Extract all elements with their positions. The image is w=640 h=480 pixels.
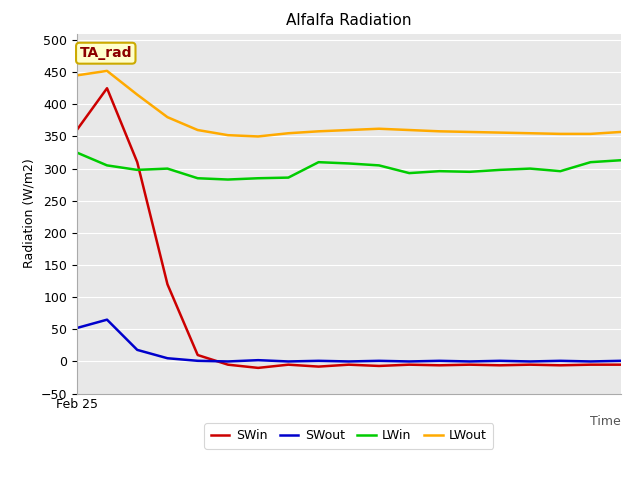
SWin	[557, 362, 564, 368]
SWin	[133, 159, 141, 165]
Line: SWout: SWout	[77, 320, 621, 361]
LWout	[194, 127, 202, 133]
Title: Alfalfa Radiation: Alfalfa Radiation	[286, 13, 412, 28]
SWout	[436, 358, 444, 364]
SWout	[587, 359, 595, 364]
LWin	[285, 175, 292, 180]
SWin	[194, 352, 202, 358]
LWout	[496, 130, 504, 135]
SWin	[526, 362, 534, 368]
LWout	[405, 127, 413, 133]
SWin	[375, 363, 383, 369]
LWin	[587, 159, 595, 165]
LWout	[285, 131, 292, 136]
SWout	[73, 325, 81, 331]
LWout	[587, 131, 595, 137]
LWout	[164, 114, 172, 120]
SWout	[617, 358, 625, 364]
SWin	[405, 362, 413, 368]
Line: LWout: LWout	[77, 71, 621, 136]
LWin	[133, 167, 141, 173]
LWin	[375, 163, 383, 168]
SWout	[345, 359, 353, 364]
LWin	[496, 167, 504, 173]
LWout	[375, 126, 383, 132]
LWout	[436, 129, 444, 134]
Line: SWin: SWin	[77, 88, 621, 368]
LWout	[557, 131, 564, 137]
SWout	[285, 359, 292, 364]
LWin	[103, 163, 111, 168]
SWout	[375, 358, 383, 364]
SWout	[557, 358, 564, 364]
SWin	[315, 364, 323, 370]
SWin	[496, 362, 504, 368]
LWout	[345, 127, 353, 133]
LWin	[617, 157, 625, 163]
SWout	[224, 359, 232, 364]
SWin	[617, 362, 625, 368]
LWin	[526, 166, 534, 171]
LWin	[557, 168, 564, 174]
SWout	[164, 355, 172, 361]
Text: TA_rad: TA_rad	[79, 46, 132, 60]
Y-axis label: Radiation (W/m2): Radiation (W/m2)	[22, 159, 35, 268]
Line: LWin: LWin	[77, 153, 621, 180]
Text: Time: Time	[590, 415, 621, 428]
SWin	[466, 362, 474, 368]
SWin	[345, 362, 353, 368]
LWin	[164, 166, 172, 171]
SWout	[315, 358, 323, 364]
Legend: SWin, SWout, LWin, LWout: SWin, SWout, LWin, LWout	[204, 423, 493, 448]
SWout	[254, 357, 262, 363]
LWout	[254, 133, 262, 139]
LWin	[315, 159, 323, 165]
LWout	[526, 131, 534, 136]
LWout	[133, 92, 141, 97]
SWout	[466, 359, 474, 364]
LWin	[466, 169, 474, 175]
LWout	[73, 72, 81, 78]
LWin	[345, 161, 353, 167]
LWin	[224, 177, 232, 182]
LWout	[103, 68, 111, 74]
SWin	[285, 362, 292, 368]
LWin	[254, 175, 262, 181]
LWout	[466, 129, 474, 135]
SWin	[224, 362, 232, 368]
SWin	[73, 127, 81, 133]
LWout	[617, 129, 625, 135]
LWin	[436, 168, 444, 174]
LWin	[405, 170, 413, 176]
SWin	[164, 281, 172, 287]
SWin	[254, 365, 262, 371]
SWout	[103, 317, 111, 323]
SWin	[103, 85, 111, 91]
SWin	[587, 362, 595, 368]
SWin	[436, 362, 444, 368]
SWout	[496, 358, 504, 364]
SWout	[133, 347, 141, 353]
LWin	[73, 150, 81, 156]
LWout	[224, 132, 232, 138]
LWin	[194, 175, 202, 181]
LWout	[315, 129, 323, 134]
SWout	[526, 359, 534, 364]
SWout	[194, 358, 202, 364]
SWout	[405, 359, 413, 364]
